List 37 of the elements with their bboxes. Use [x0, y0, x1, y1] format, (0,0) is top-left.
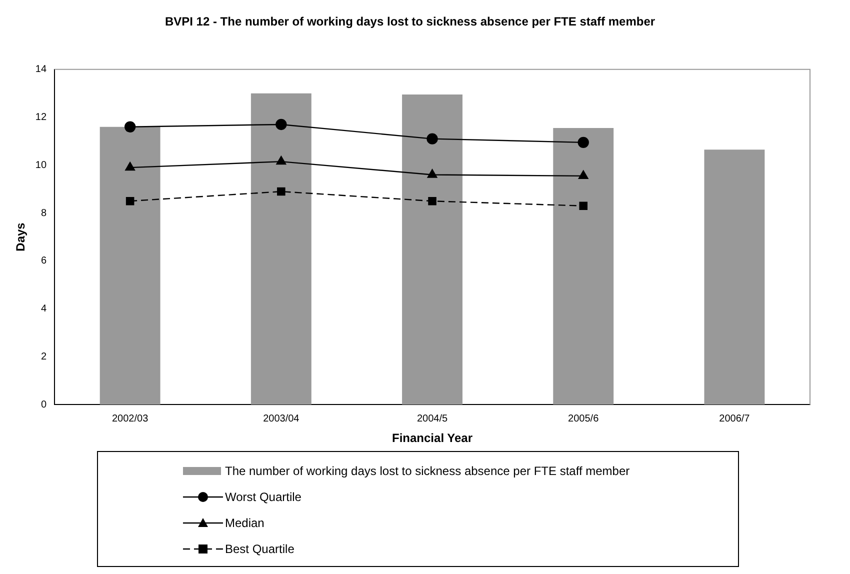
legend-label: The number of working days lost to sickness absence per FTE staff member — [225, 464, 630, 478]
point — [427, 169, 438, 178]
bar — [553, 128, 614, 405]
bar — [250, 93, 312, 405]
point — [578, 170, 588, 180]
bar — [402, 94, 462, 405]
point — [125, 162, 135, 171]
bar — [704, 150, 765, 405]
legend-label: Best Quartile — [225, 542, 294, 556]
x-tick-label: 2005/6 — [568, 413, 600, 424]
legend-label: Median — [225, 516, 264, 530]
y-axis-title: Days — [14, 222, 28, 252]
point — [276, 156, 286, 165]
bar — [100, 126, 160, 405]
y-tick-label: 6 — [40, 256, 47, 267]
y-tick-label: 10 — [35, 160, 47, 171]
y-tick-label: 4 — [40, 304, 47, 315]
x-axis-title: Financial Year — [392, 431, 473, 446]
y-tick-label: 0 — [40, 399, 47, 410]
y-tick-label: 8 — [40, 208, 47, 219]
chart-title: BVPI 12 - The number of working days lost to sickness absence per FTE staff member — [164, 14, 656, 29]
x-tick-label: 2002/03 — [112, 413, 149, 424]
point — [124, 121, 136, 132]
point — [276, 118, 287, 130]
x-tick-label: 2006/7 — [719, 413, 750, 424]
y-tick-label: 2 — [40, 351, 47, 362]
point — [126, 196, 134, 206]
x-tick-label: 2004/5 — [416, 413, 448, 424]
y-tick-label: 12 — [35, 112, 47, 124]
point — [579, 202, 588, 210]
point — [428, 196, 436, 206]
point — [426, 133, 438, 144]
legend-label: Worst Quartile — [225, 490, 302, 504]
x-tick-label: 2003/04 — [263, 413, 300, 424]
point — [578, 136, 589, 148]
point — [277, 187, 286, 196]
y-tick-label: 14 — [35, 64, 47, 76]
